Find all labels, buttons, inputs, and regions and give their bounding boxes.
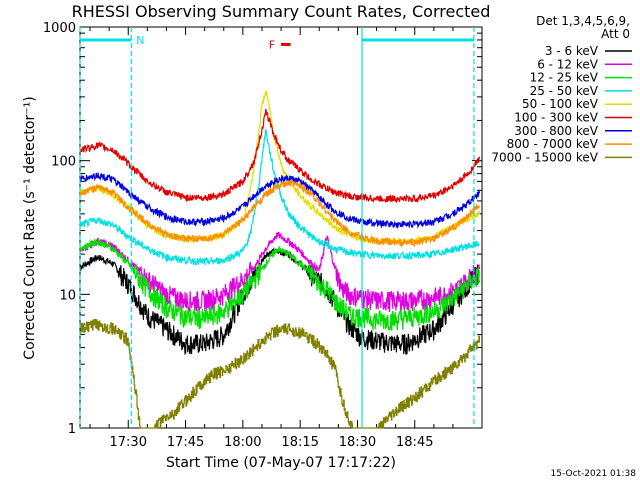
- x-tick-label: 18:45: [396, 435, 433, 450]
- legend-entry-label: 300 - 800 keV: [514, 124, 598, 138]
- series-line: [79, 128, 480, 267]
- legend-header: Att 0: [601, 27, 630, 41]
- legend-entry-label: 50 - 100 keV: [522, 97, 599, 111]
- series-line: [79, 236, 480, 332]
- x-axis-label: Start Time (07-May-07 17:17:22): [166, 455, 396, 471]
- x-tick-label: 18:30: [339, 435, 376, 450]
- series-line: [80, 318, 480, 429]
- x-tick-label: 18:00: [224, 435, 261, 450]
- y-axis-label: Corrected Count Rate (s⁻¹ detector⁻¹): [22, 96, 38, 359]
- series-line: [79, 172, 480, 230]
- legend-entry-label: 6 - 12 keV: [537, 57, 599, 71]
- legend-entry-label: 3 - 6 keV: [545, 44, 599, 58]
- series-line: [79, 231, 480, 313]
- legend-header: Det 1,3,4,5,6,9,: [536, 14, 630, 28]
- legend-entry-label: 7000 - 15000 keV: [491, 150, 598, 164]
- legend-entry-label: 12 - 25 keV: [530, 71, 599, 85]
- legend-entry-label: 25 - 50 keV: [530, 84, 599, 98]
- axis-ticks: 17:30 17:45 18:00 18:15 18:30 18:45 1 10 100 1000: [43, 21, 482, 450]
- y-tick-label: 1: [68, 422, 76, 437]
- flag-label: N: [136, 34, 144, 47]
- series-line: [79, 247, 480, 356]
- series-line: [79, 108, 480, 204]
- legend-entry-label: 100 - 300 keV: [514, 111, 598, 125]
- x-tick-label: 18:15: [281, 435, 318, 450]
- series-line: [79, 178, 480, 249]
- y-tick-label: 1000: [43, 21, 76, 36]
- x-tick-label: 17:45: [167, 435, 204, 450]
- series-layer: [79, 90, 480, 429]
- chart-title: RHESSI Observing Summary Count Rates, Co…: [72, 2, 491, 21]
- legend-entry-label: 800 - 7000 keV: [507, 137, 599, 151]
- y-tick-label: 10: [59, 288, 76, 303]
- footer-timestamp: 15-Oct-2021 01:38: [551, 469, 637, 479]
- plot-frame: [79, 26, 483, 429]
- y-tick-label: 100: [51, 155, 76, 170]
- flag-label: F: [269, 38, 275, 51]
- x-tick-label: 17:30: [110, 435, 147, 450]
